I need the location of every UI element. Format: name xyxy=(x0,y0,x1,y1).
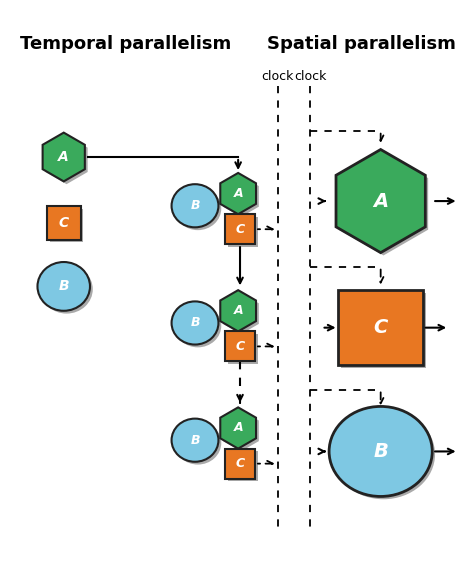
Ellipse shape xyxy=(172,184,219,228)
Text: B: B xyxy=(190,316,200,329)
Polygon shape xyxy=(220,173,256,214)
Polygon shape xyxy=(223,293,259,334)
FancyBboxPatch shape xyxy=(228,452,258,481)
Polygon shape xyxy=(223,176,259,217)
Polygon shape xyxy=(43,133,85,181)
Text: B: B xyxy=(58,280,69,294)
Text: C: C xyxy=(374,318,388,337)
Text: B: B xyxy=(190,199,200,212)
Text: A: A xyxy=(373,191,388,211)
Polygon shape xyxy=(220,290,256,332)
FancyBboxPatch shape xyxy=(338,290,423,365)
FancyBboxPatch shape xyxy=(50,209,83,242)
Ellipse shape xyxy=(172,301,219,345)
Polygon shape xyxy=(336,150,425,253)
Polygon shape xyxy=(339,152,428,256)
Ellipse shape xyxy=(40,265,93,314)
Ellipse shape xyxy=(174,304,221,347)
Text: A: A xyxy=(58,150,69,164)
Text: Temporal parallelism: Temporal parallelism xyxy=(20,35,231,53)
Text: A: A xyxy=(233,422,243,435)
Text: B: B xyxy=(190,433,200,447)
Ellipse shape xyxy=(172,419,219,462)
FancyBboxPatch shape xyxy=(47,206,81,239)
Polygon shape xyxy=(223,410,259,452)
Ellipse shape xyxy=(174,187,221,230)
Polygon shape xyxy=(46,136,88,184)
Text: clock: clock xyxy=(261,70,294,83)
Text: Spatial parallelism: Spatial parallelism xyxy=(267,35,456,53)
Text: A: A xyxy=(233,187,243,200)
Polygon shape xyxy=(220,407,256,449)
Ellipse shape xyxy=(174,421,221,464)
Text: A: A xyxy=(233,304,243,317)
Ellipse shape xyxy=(332,410,435,499)
FancyBboxPatch shape xyxy=(341,293,426,368)
FancyBboxPatch shape xyxy=(225,449,255,479)
Text: C: C xyxy=(236,340,245,353)
Text: C: C xyxy=(236,223,245,236)
FancyBboxPatch shape xyxy=(228,217,258,247)
Text: B: B xyxy=(373,442,388,461)
FancyBboxPatch shape xyxy=(228,334,258,364)
Ellipse shape xyxy=(329,407,432,497)
FancyBboxPatch shape xyxy=(225,214,255,244)
Ellipse shape xyxy=(37,262,90,311)
FancyBboxPatch shape xyxy=(225,332,255,362)
Text: clock: clock xyxy=(294,70,327,83)
Text: C: C xyxy=(236,457,245,470)
Text: C: C xyxy=(59,216,69,230)
